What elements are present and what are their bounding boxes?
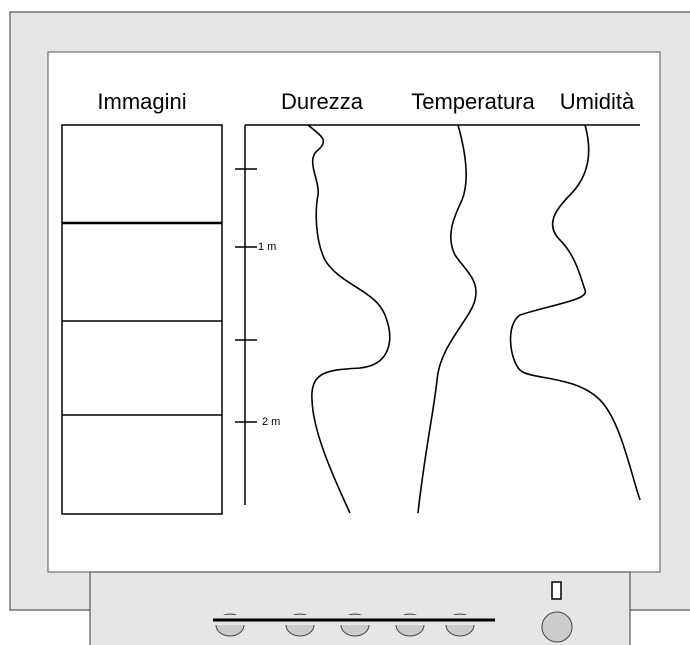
depth-label: 2 m xyxy=(262,416,280,428)
power-led xyxy=(552,582,561,599)
column-header: Immagini xyxy=(97,89,186,114)
screen xyxy=(48,52,660,572)
column-header: Umidità xyxy=(560,89,635,114)
column-header: Durezza xyxy=(281,89,364,114)
depth-label: 1 m xyxy=(258,241,276,253)
monitor-diagram: Immagini Durezza Temperatura Umidità 1 m… xyxy=(0,0,690,645)
column-header: Temperatura xyxy=(411,89,535,114)
power-button xyxy=(542,612,572,642)
